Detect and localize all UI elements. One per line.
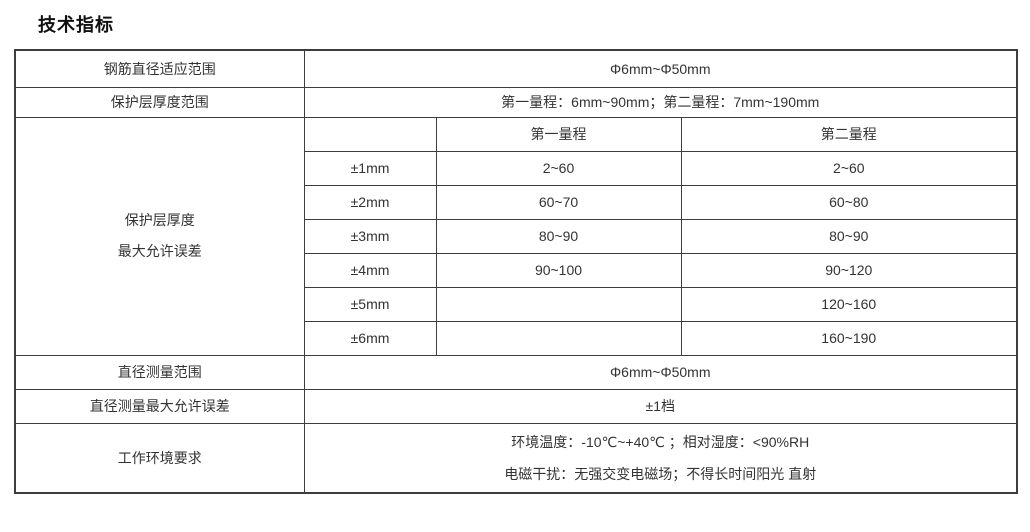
table-row-cover-thickness-range: 保护层厚度范围 第一量程：6mm~90mm；第二量程：7mm~190mm [14,86,1018,118]
table-row-error-2mm: ±2mm 60~70 60~80 [15,184,1018,220]
table-row-error-5mm: ±5mm 120~160 [15,286,1018,322]
row-value-rebar-diameter-range: Φ6mm~Φ50mm [303,49,1018,88]
label-line-1: 保护层厚度 [124,212,195,228]
environment-line-emi-sunlight: 电磁干扰：无强交变电磁场；不得长时间阳光 直射 [504,465,817,482]
error-header-range1: 第一量程 [435,116,682,152]
row-value-cover-thickness-range: 第一量程：6mm~90mm；第二量程：7mm~190mm [303,86,1018,118]
error-range1-value: 80~90 [435,218,682,254]
table-row-diameter-max-error: 直径测量最大允许误差 ±1档 [14,388,1018,424]
row-label-rebar-diameter-range: 钢筋直径适应范围 [14,49,305,88]
tech-spec-table: 钢筋直径适应范围 Φ6mm~Φ50mm 保护层厚度范围 第一量程：6mm~90m… [14,49,1019,494]
error-header-range2: 第二量程 [680,116,1018,152]
row-label-working-environment: 工作环境要求 [14,422,305,494]
table-row-error-3mm: ±3mm 80~90 80~90 [15,218,1018,254]
error-tolerance: ±5mm [303,286,437,322]
error-range1-value: 90~100 [435,252,682,288]
table-row-error-4mm: ±4mm 90~100 90~120 [15,252,1018,288]
error-range1-value [435,286,682,322]
row-label-diameter-max-error: 直径测量最大允许误差 [14,388,305,424]
table-row-diameter-measure-range: 直径测量范围 Φ6mm~Φ50mm [14,354,1018,390]
error-range2-value: 60~80 [680,184,1018,220]
row-value-diameter-max-error: ±1档 [303,388,1018,424]
error-tolerance: ±6mm [303,320,437,356]
error-tolerance: ±4mm [303,252,437,288]
error-range1-value [435,320,682,356]
error-tolerance: ±2mm [303,184,437,220]
row-label-diameter-measure-range: 直径测量范围 [14,354,305,390]
table-row-error-6mm: ±6mm 160~190 [15,320,1018,356]
table-row-error-1mm: ±1mm 2~60 2~60 [15,150,1018,186]
error-range1-value: 2~60 [435,150,682,186]
error-range2-value: 120~160 [680,286,1018,322]
label-line-2: 最大允许误差 [117,243,202,259]
environment-line-temperature-humidity: 环境温度：-10℃~+40℃ ；相对湿度：<90%RH [511,433,810,450]
error-tolerance: ±3mm [303,218,437,254]
error-range2-value: 90~120 [680,252,1018,288]
table-row-error-header: 保护层厚度 最大允许误差 第一量程 第二量程 [14,116,1018,356]
error-range2-value: 2~60 [680,150,1018,186]
error-range2-value: 160~190 [680,320,1018,356]
error-range1-value: 60~70 [435,184,682,220]
row-label-cover-thickness-range: 保护层厚度范围 [14,86,305,118]
table-row-working-environment: 工作环境要求 环境温度：-10℃~+40℃ ；相对湿度：<90%RH 电磁干扰：… [14,422,1018,494]
row-value-working-environment: 环境温度：-10℃~+40℃ ；相对湿度：<90%RH 电磁干扰：无强交变电磁场… [303,422,1018,494]
row-label-cover-thickness-max-error: 保护层厚度 最大允许误差 [14,116,305,356]
error-header-empty-cell [303,116,437,152]
row-value-diameter-measure-range: Φ6mm~Φ50mm [303,354,1018,390]
error-range2-value: 80~90 [680,218,1018,254]
error-tolerance: ±1mm [303,150,437,186]
page-title: 技术指标 [38,15,114,35]
table-row-rebar-diameter-range: 钢筋直径适应范围 Φ6mm~Φ50mm [14,49,1018,88]
